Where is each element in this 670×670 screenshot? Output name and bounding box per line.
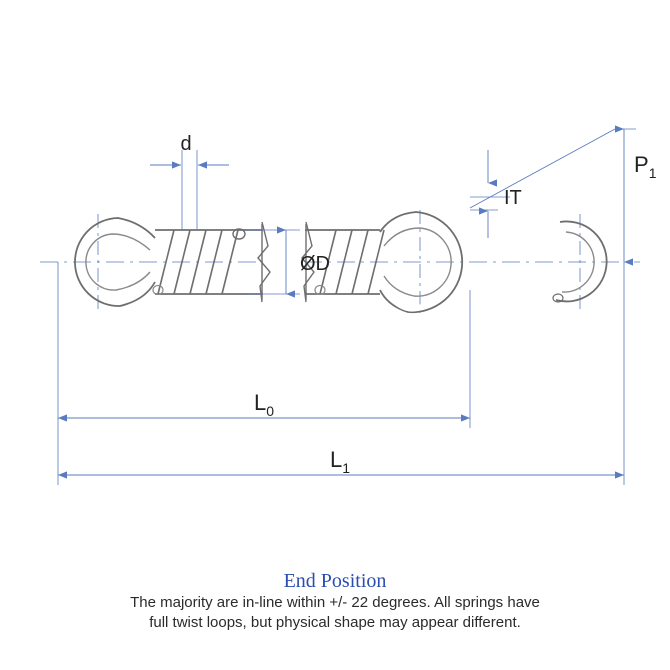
label-D: ØD [300,253,330,275]
caption-line1: The majority are in-line within +/- 22 d… [130,594,540,611]
label-L1: L1 [330,447,350,476]
label-d: d [180,133,191,155]
spring-diagram: d ØD L0 L1 IT [0,0,670,560]
caption-block: End Position The majority are in-line wi… [0,570,670,632]
caption-line2: full twist loops, but physical shape may… [149,614,521,631]
label-P1: P1 [634,152,657,181]
label-IT: IT [504,187,522,209]
dimension-P1: P1 [615,129,657,262]
dimension-IT: IT [470,129,615,238]
caption-title: End Position [0,570,670,593]
caption-subtitle: The majority are in-line within +/- 22 d… [0,593,670,632]
label-L0: L0 [254,390,274,419]
dimension-d: d [150,133,229,230]
